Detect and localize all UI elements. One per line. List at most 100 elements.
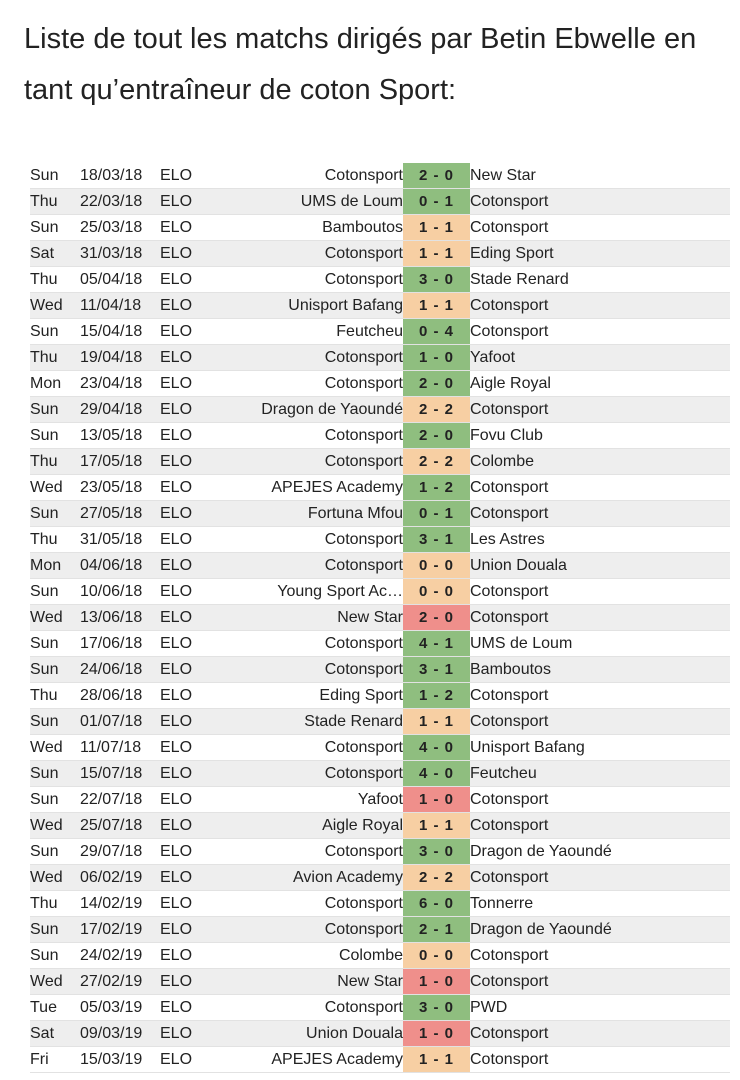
match-row: Sun 25/03/18 ELO Bamboutos 1 - 1 Cotonsport <box>30 214 730 241</box>
match-day: Sun <box>30 760 80 787</box>
away-team: Cotonsport <box>470 214 730 241</box>
home-team: Feutcheu <box>218 318 403 345</box>
match-competition: ELO <box>160 188 218 215</box>
match-date: 25/03/18 <box>80 214 160 241</box>
match-row: Wed 13/06/18 ELO New Star 2 - 0 Cotonsport <box>30 604 730 631</box>
match-day: Sun <box>30 318 80 345</box>
home-team: Cotonsport <box>218 760 403 787</box>
away-team: Cotonsport <box>470 682 730 709</box>
match-score: 1 - 0 <box>403 786 470 813</box>
match-score: 0 - 4 <box>403 318 470 345</box>
match-score: 1 - 1 <box>403 812 470 839</box>
match-date: 09/03/19 <box>80 1020 160 1047</box>
matches-table: Sun 18/03/18 ELO Cotonsport 2 - 0 New Star Thu… <box>30 163 730 1073</box>
match-day: Wed <box>30 474 80 501</box>
match-competition: ELO <box>160 240 218 267</box>
match-competition: ELO <box>160 604 218 631</box>
match-competition: ELO <box>160 552 218 579</box>
away-team: UMS de Loum <box>470 630 730 657</box>
match-score: 3 - 1 <box>403 656 470 683</box>
match-day: Thu <box>30 448 80 475</box>
match-date: 17/06/18 <box>80 630 160 657</box>
match-score: 1 - 1 <box>403 292 470 319</box>
match-day: Sun <box>30 656 80 683</box>
home-team: Cotonsport <box>218 916 403 943</box>
match-date: 05/03/19 <box>80 994 160 1021</box>
match-day: Sun <box>30 578 80 605</box>
match-competition: ELO <box>160 526 218 553</box>
match-date: 14/02/19 <box>80 890 160 917</box>
match-competition: ELO <box>160 292 218 319</box>
match-competition: ELO <box>160 396 218 423</box>
match-row: Mon 04/06/18 ELO Cotonsport 0 - 0 Union Doual… <box>30 552 730 579</box>
match-competition: ELO <box>160 760 218 787</box>
match-score: 2 - 1 <box>403 916 470 943</box>
match-score: 4 - 0 <box>403 760 470 787</box>
match-score: 0 - 0 <box>403 552 470 579</box>
match-date: 19/04/18 <box>80 344 160 371</box>
match-day: Sun <box>30 214 80 241</box>
match-competition: ELO <box>160 890 218 917</box>
home-team: APEJES Academy <box>218 1046 403 1073</box>
match-day: Thu <box>30 266 80 293</box>
match-date: 15/03/19 <box>80 1046 160 1073</box>
away-team: Dragon de Yaoundé <box>470 916 730 943</box>
match-date: 17/05/18 <box>80 448 160 475</box>
away-team: Cotonsport <box>470 188 730 215</box>
home-team: Cotonsport <box>218 656 403 683</box>
match-row: Thu 19/04/18 ELO Cotonsport 1 - 0 Yafoot <box>30 344 730 371</box>
home-team: Cotonsport <box>218 552 403 579</box>
match-competition: ELO <box>160 734 218 761</box>
away-team: Colombe <box>470 448 730 475</box>
away-team: Cotonsport <box>470 968 730 995</box>
away-team: Cotonsport <box>470 708 730 735</box>
match-date: 24/06/18 <box>80 656 160 683</box>
match-score: 2 - 0 <box>403 422 470 449</box>
match-score: 2 - 0 <box>403 604 470 631</box>
match-score: 2 - 0 <box>403 163 470 189</box>
match-date: 22/03/18 <box>80 188 160 215</box>
match-day: Wed <box>30 812 80 839</box>
match-row: Thu 31/05/18 ELO Cotonsport 3 - 1 Les Astres <box>30 526 730 553</box>
match-row: Mon 23/04/18 ELO Cotonsport 2 - 0 Aigle Royal <box>30 370 730 397</box>
match-day: Thu <box>30 682 80 709</box>
match-score: 0 - 0 <box>403 578 470 605</box>
match-competition: ELO <box>160 630 218 657</box>
match-row: Sun 29/04/18 ELO Dragon de Yaoundé 2 - 2 Coto… <box>30 396 730 423</box>
match-date: 11/07/18 <box>80 734 160 761</box>
away-team: Les Astres <box>470 526 730 553</box>
match-score: 1 - 2 <box>403 474 470 501</box>
match-day: Sun <box>30 708 80 735</box>
match-competition: ELO <box>160 578 218 605</box>
away-team: Cotonsport <box>470 578 730 605</box>
home-team: Cotonsport <box>218 240 403 267</box>
home-team: Unisport Bafang <box>218 292 403 319</box>
match-competition: ELO <box>160 344 218 371</box>
home-team: Cotonsport <box>218 734 403 761</box>
away-team: Yafoot <box>470 344 730 371</box>
match-row: Sun 22/07/18 ELO Yafoot 1 - 0 Cotonsport <box>30 786 730 813</box>
match-day: Sun <box>30 786 80 813</box>
match-row: Sun 15/07/18 ELO Cotonsport 4 - 0 Feutcheu <box>30 760 730 787</box>
match-score: 1 - 1 <box>403 240 470 267</box>
away-team: Aigle Royal <box>470 370 730 397</box>
match-score: 1 - 1 <box>403 1046 470 1073</box>
match-row: Wed 25/07/18 ELO Aigle Royal 1 - 1 Cotonsport <box>30 812 730 839</box>
home-team: New Star <box>218 968 403 995</box>
match-date: 18/03/18 <box>80 163 160 189</box>
away-team: Cotonsport <box>470 1046 730 1073</box>
match-row: Thu 14/02/19 ELO Cotonsport 6 - 0 Tonnerre <box>30 890 730 917</box>
match-score: 3 - 0 <box>403 838 470 865</box>
match-day: Sat <box>30 240 80 267</box>
match-row: Sun 27/05/18 ELO Fortuna Mfou 0 - 1 Cotonspor… <box>30 500 730 527</box>
away-team: Union Douala <box>470 552 730 579</box>
match-row: Sun 17/06/18 ELO Cotonsport 4 - 1 UMS de Loum <box>30 630 730 657</box>
match-competition: ELO <box>160 1020 218 1047</box>
match-score: 0 - 1 <box>403 500 470 527</box>
match-date: 23/04/18 <box>80 370 160 397</box>
match-score: 3 - 1 <box>403 526 470 553</box>
match-day: Wed <box>30 292 80 319</box>
away-team: Eding Sport <box>470 240 730 267</box>
match-competition: ELO <box>160 500 218 527</box>
home-team: Cotonsport <box>218 344 403 371</box>
